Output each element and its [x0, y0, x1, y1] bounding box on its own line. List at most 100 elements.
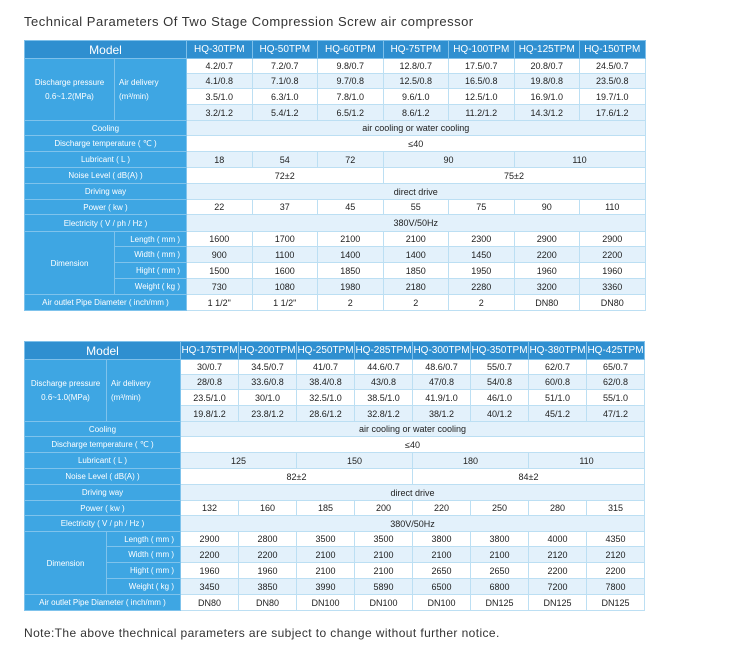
- model-name: HQ-100TPM: [448, 40, 515, 59]
- lubricant-value: 72: [317, 151, 384, 168]
- weight-label: Weight ( kg ): [106, 578, 181, 595]
- air-outlet-diameter-value: DN125: [470, 594, 529, 611]
- discharge-temp-value: ≤40: [186, 135, 646, 152]
- air-delivery-value: 9.7/0.8: [317, 73, 384, 89]
- driving-way-value: direct drive: [186, 183, 646, 200]
- width-value: 2120: [586, 546, 645, 563]
- air-delivery-value: 11.2/1.2: [448, 104, 515, 121]
- length-value: 2900: [579, 231, 646, 247]
- power-value: 90: [513, 199, 580, 215]
- length-value: 2100: [382, 231, 449, 247]
- air-delivery-value: 48.6/0.7: [412, 359, 471, 375]
- power-value: 55: [382, 199, 449, 215]
- model-name: HQ-175TPM: [180, 341, 239, 360]
- air-delivery-value: 6.3/1.0: [251, 88, 318, 105]
- height-value: 1960: [238, 562, 297, 579]
- power-label: Power ( kw ): [24, 500, 181, 516]
- power-value: 75: [448, 199, 515, 215]
- model-name: HQ-75TPM: [382, 40, 449, 59]
- air-delivery-value: 28/0.8: [180, 374, 239, 390]
- air-outlet-diameter-label: Air outlet Pipe Diameter ( inch/mm ): [24, 594, 181, 611]
- height-value: 1960: [579, 262, 646, 279]
- air-outlet-diameter-value: DN80: [180, 594, 239, 611]
- table-row: Width ( mm ) 900 1100 1400 1400 1450 2200 2200: [25, 246, 646, 263]
- air-delivery-value: 32.5/1.0: [296, 389, 355, 406]
- electricity-label: Electricity ( V / ph / Hz ): [24, 515, 181, 532]
- width-value: 2100: [412, 546, 471, 563]
- air-delivery-value: 16.9/1.0: [513, 88, 580, 105]
- table-row: Air outlet Pipe Diameter ( inch/mm ) 1 1/…: [24, 294, 646, 311]
- noise-level-value: 72±2: [186, 167, 384, 184]
- power-value: 132: [180, 500, 239, 516]
- model-name: HQ-60TPM: [317, 40, 384, 59]
- cooling-label: Cooling: [24, 120, 187, 136]
- weight-value: 3450: [180, 578, 239, 595]
- air-delivery-value: 28.6/1.2: [296, 405, 355, 422]
- width-value: 900: [186, 246, 253, 263]
- air-outlet-diameter-value: DN125: [586, 594, 645, 611]
- air-delivery-value: 12.5/1.0: [448, 88, 515, 105]
- air-delivery-label: Air delivery (m³/min): [106, 359, 181, 422]
- table-row: Lubricant ( L ) 125 150 180 110: [24, 452, 645, 469]
- width-value: 2100: [470, 546, 529, 563]
- model-name: HQ-350TPM: [470, 341, 529, 360]
- power-value: 22: [186, 199, 253, 215]
- air-delivery-value: 62/0.8: [586, 374, 645, 390]
- length-label: Length ( mm ): [114, 231, 187, 247]
- table-row: Dimension Length ( mm ) 2900 2800 3500 3500 38…: [24, 531, 645, 595]
- air-outlet-diameter-value: DN80: [513, 294, 580, 311]
- length-value: 4350: [586, 531, 645, 547]
- model-name: HQ-285TPM: [354, 341, 413, 360]
- air-delivery-value: 8.6/1.2: [382, 104, 449, 121]
- table-row: Discharge pressure 0.6~1.0(MPa) Air delive…: [24, 359, 645, 422]
- air-outlet-diameter-value: 1 1/2": [186, 294, 253, 311]
- air-delivery-value: 33.6/0.8: [238, 374, 297, 390]
- air-delivery-text: Air delivery: [111, 378, 151, 388]
- weight-value: 5890: [354, 578, 413, 595]
- air-delivery-value: 41.9/1.0: [412, 389, 471, 406]
- model-name: HQ-300TPM: [412, 341, 471, 360]
- height-value: 2100: [296, 562, 355, 579]
- table-row: Weight ( kg ) 3450 3850 3990 5890 6500 6800 720…: [25, 578, 645, 595]
- power-value: 250: [470, 500, 529, 516]
- air-delivery-value: 12.5/0.8: [382, 73, 449, 89]
- air-delivery-value: 4.1/0.8: [186, 73, 253, 89]
- footnote: Note:The above thechnical parameters are…: [24, 626, 500, 640]
- table-row: Power ( kw ) 22 37 45 55 75 90 110: [24, 199, 646, 215]
- air-delivery-value: 12.8/0.7: [382, 58, 449, 74]
- width-value: 2200: [513, 246, 580, 263]
- lubricant-label: Lubricant ( L ): [24, 151, 187, 168]
- noise-level-value: 75±2: [382, 167, 646, 184]
- air-outlet-diameter-value: DN100: [354, 594, 413, 611]
- air-delivery-value: 46/1.0: [470, 389, 529, 406]
- height-value: 1960: [513, 262, 580, 279]
- height-value: 2650: [412, 562, 471, 579]
- air-delivery-unit: (m³/min): [119, 91, 149, 101]
- table-row: 3.5/1.0 6.3/1.0 7.8/1.0 9.6/1.0 12.5/1.0 16.9…: [25, 88, 646, 105]
- air-delivery-value: 47/1.2: [586, 405, 645, 422]
- table-row: Electricity ( V / ph / Hz ) 380V/50Hz: [24, 214, 646, 232]
- noise-level-label: Noise Level ( dB(A) ): [24, 167, 187, 184]
- length-value: 3500: [354, 531, 413, 547]
- dimension-label: Dimension: [24, 531, 107, 595]
- electricity-value: 380V/50Hz: [186, 214, 646, 232]
- height-label: Hight ( mm ): [114, 262, 187, 279]
- power-value: 220: [412, 500, 471, 516]
- air-outlet-diameter-value: DN80: [238, 594, 297, 611]
- weight-value: 6500: [412, 578, 471, 595]
- table-row: Noise Level ( dB(A) ) 82±2 84±2: [24, 468, 645, 485]
- noise-level-value: 84±2: [412, 468, 645, 485]
- model-name: HQ-150TPM: [579, 40, 646, 59]
- lubricant-label: Lubricant ( L ): [24, 452, 181, 469]
- air-outlet-diameter-value: 2: [317, 294, 384, 311]
- width-value: 1400: [382, 246, 449, 263]
- table-row: Cooling air cooling or water cooling: [24, 421, 645, 437]
- length-value: 1600: [186, 231, 253, 247]
- lubricant-value: 125: [180, 452, 297, 469]
- table-row: Weight ( kg ) 730 1080 1980 2180 2280 3200 3360: [25, 278, 646, 295]
- table-row: Driving way direct drive: [24, 484, 645, 501]
- table-row: Cooling air cooling or water cooling: [24, 120, 646, 136]
- air-delivery-value: 55/1.0: [586, 389, 645, 406]
- table-row: Hight ( mm ) 1500 1600 1850 1850 1950 1960 1960: [25, 262, 646, 279]
- cooling-value: air cooling or water cooling: [186, 120, 646, 136]
